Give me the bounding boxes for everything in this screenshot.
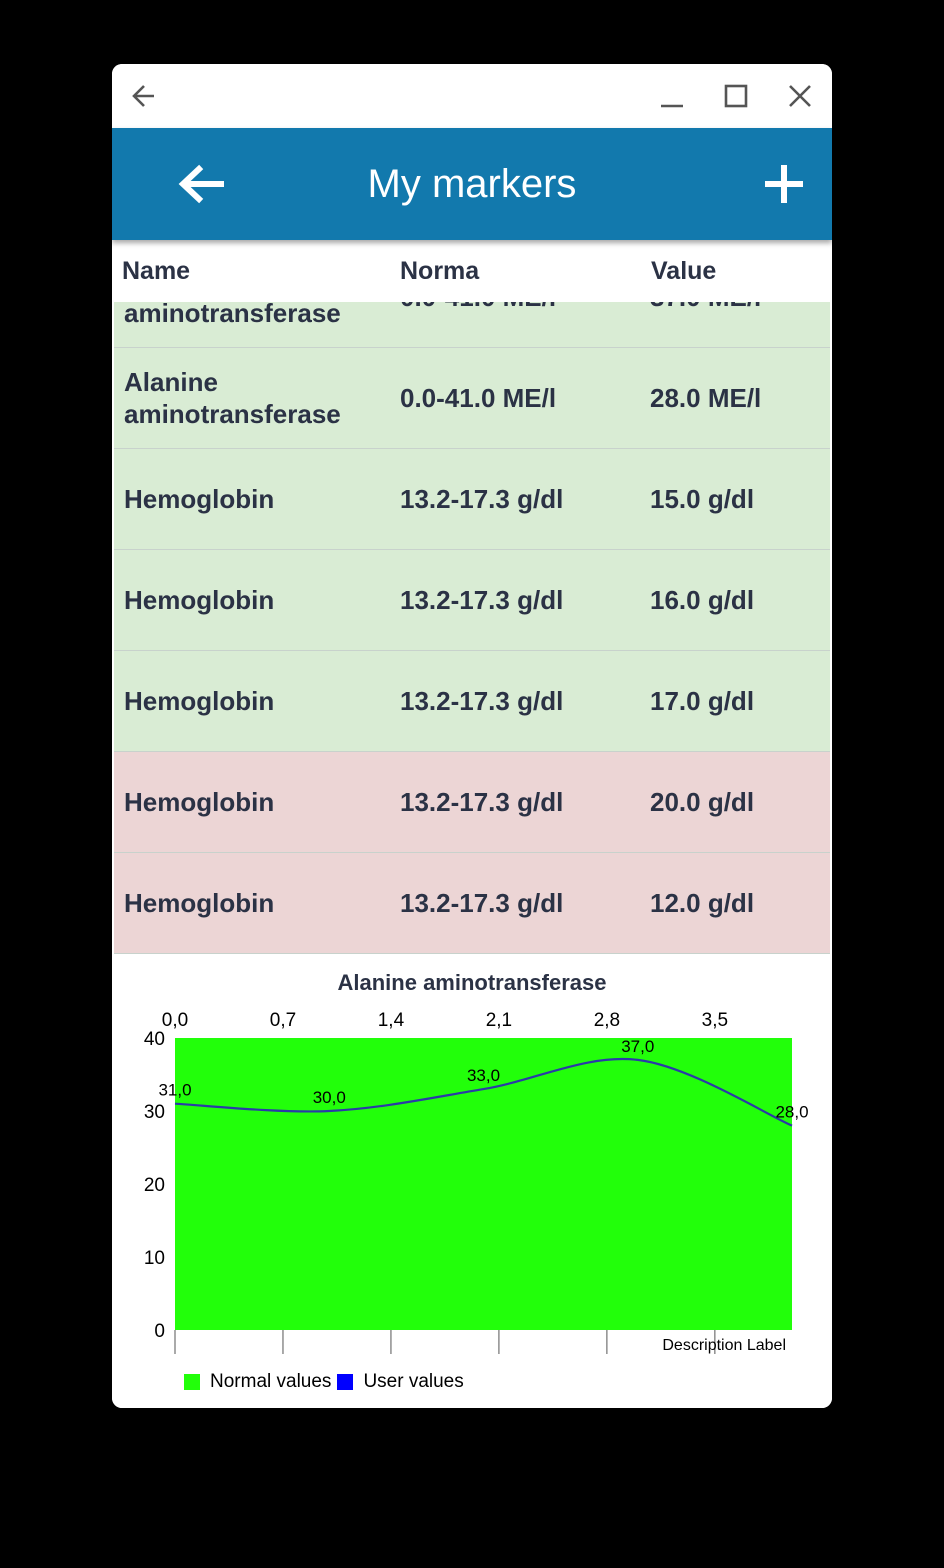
cell-value: 17.0 g/dl (650, 686, 755, 716)
x-tick-label: 0,0 (162, 1010, 188, 1031)
cell-value: 15.0 g/dl (650, 484, 755, 514)
page-title: My markers (367, 162, 577, 206)
x-tick-label: 0,7 (270, 1010, 296, 1031)
window-minimize-button[interactable] (652, 76, 692, 116)
cell-name: Alanine aminotransferase (124, 302, 341, 328)
legend-label-user: User values (363, 1371, 464, 1392)
x-tick-label: 3,5 (702, 1010, 728, 1031)
cell-value: 37.0 ME/l (650, 302, 830, 347)
cell-norma: 13.2-17.3 g/dl (400, 686, 564, 716)
y-tick-label: 30 (144, 1102, 165, 1123)
cell-norma: 13.2-17.3 g/dl (400, 484, 564, 514)
cell-value: 12.0 g/dl (650, 888, 755, 918)
chart-legend: Normal values User values (184, 1370, 470, 1394)
x-tick-label: 2,8 (594, 1010, 620, 1031)
table-header: Name Norma Value (112, 240, 832, 302)
window-titlebar (112, 64, 832, 128)
cell-name: Hemoglobin (124, 484, 275, 514)
cell-value: 20.0 g/dl (650, 787, 755, 817)
chart-title: Alanine aminotransferase (337, 970, 607, 995)
close-icon (789, 85, 811, 107)
window-maximize-button[interactable] (716, 76, 756, 116)
add-marker-button[interactable] (754, 156, 814, 212)
normal-range-band (175, 1038, 792, 1330)
legend-item-normal: Normal values (184, 1371, 331, 1393)
window-close-button[interactable] (780, 76, 820, 116)
cell-name: Hemoglobin (124, 888, 275, 918)
cell-name: Hemoglobin (124, 585, 275, 615)
table-row[interactable]: Hemoglobin 13.2-17.3 g/dl 17.0 g/dl (114, 651, 830, 752)
data-label: 31,0 (158, 1081, 191, 1100)
data-label: 28,0 (775, 1103, 808, 1122)
table-row[interactable]: Hemoglobin 13.2-17.3 g/dl 12.0 g/dl (114, 853, 830, 954)
minimize-icon (661, 104, 683, 108)
back-button[interactable] (170, 156, 230, 212)
table-row[interactable]: Hemoglobin 13.2-17.3 g/dl 20.0 g/dl (114, 752, 830, 853)
table-row[interactable]: Alanine aminotransferase 0.0-41.0 ME/l 2… (114, 348, 830, 449)
legend-swatch-user (337, 1374, 354, 1390)
column-header-value: Value (651, 257, 717, 285)
data-label: 37,0 (621, 1037, 654, 1056)
cell-name: Hemoglobin (124, 686, 275, 716)
series-line-user-values (174, 1057, 793, 1127)
plus-icon (765, 165, 803, 203)
legend-swatch-normal (184, 1374, 200, 1390)
y-tick-label: 0 (154, 1321, 165, 1342)
table-row[interactable]: Alanine aminotransferase 0.0-41.0 ME/l 3… (114, 302, 830, 348)
y-tick-label: 40 (144, 1029, 165, 1050)
legend-label-normal: Normal values (210, 1371, 332, 1392)
cell-value: 28.0 ME/l (650, 383, 762, 413)
maximize-icon (724, 84, 748, 108)
markers-list[interactable]: Alanine aminotransferase 0.0-41.0 ME/l 3… (114, 302, 830, 956)
marker-chart: Alanine aminotransferase 0 10 20 30 40 0,0 0,7… (112, 956, 832, 1408)
cell-norma: 13.2-17.3 g/dl (400, 888, 564, 918)
column-header-name: Name (122, 257, 191, 285)
arrow-left-icon (178, 164, 224, 204)
y-tick-label: 20 (144, 1175, 165, 1196)
x-tick-label: 2,1 (486, 1010, 512, 1031)
x-tick-label: 1,4 (378, 1010, 405, 1031)
app-window: My markers Name Norma Value Alanine amin… (112, 64, 832, 1408)
y-tick-label: 10 (144, 1248, 165, 1269)
cell-value: 16.0 g/dl (650, 585, 755, 615)
chart-plot: 0 10 20 30 400,0 0,7 1,4 2,1 2,8 3,5 Description L… (144, 1010, 809, 1354)
arrow-left-icon (132, 85, 154, 107)
cell-norma: 13.2-17.3 g/dl (400, 787, 564, 817)
table-row[interactable]: Hemoglobin 13.2-17.3 g/dl 16.0 g/dl (114, 550, 830, 651)
cell-name: Hemoglobin (124, 787, 275, 817)
cell-norma: 0.0-41.0 ME/l (400, 383, 557, 413)
data-label: 30,0 (313, 1088, 346, 1107)
description-label: Description Label (662, 1337, 786, 1354)
cell-name: Alanine aminotransferase (124, 367, 341, 429)
cell-norma: 0.0-41.0 ME/l (400, 302, 640, 347)
data-label: 33,0 (467, 1066, 500, 1085)
legend-item-user: User values (337, 1371, 464, 1393)
column-header-norma: Norma (400, 257, 480, 285)
table-row[interactable]: Hemoglobin 13.2-17.3 g/dl 15.0 g/dl (114, 449, 830, 550)
cell-norma: 13.2-17.3 g/dl (400, 585, 564, 615)
app-bar: My markers (112, 128, 832, 240)
window-back-button[interactable] (124, 76, 164, 116)
